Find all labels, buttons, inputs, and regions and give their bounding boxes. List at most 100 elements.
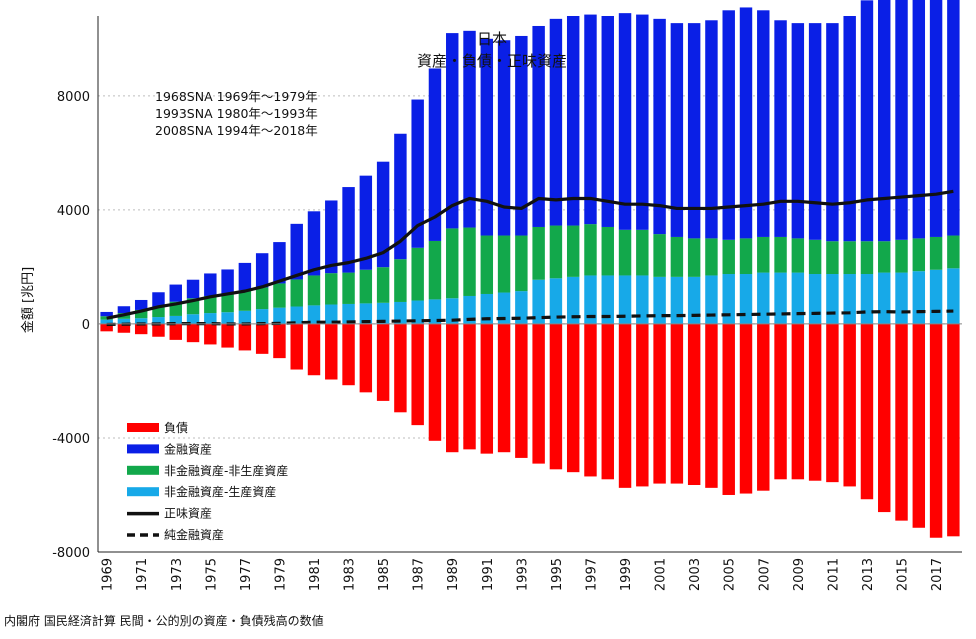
bar-非金融資産-生産資産-1993 [515, 291, 528, 324]
bar-非金融資産-生産資産-1994 [532, 279, 545, 324]
bar-非金融資産-生産資産-2009 [791, 272, 805, 324]
bar-金融資産-2002 [670, 23, 684, 237]
bar-非金融資産-生産資産-1980 [290, 306, 303, 324]
bar-非金融資産-生産資産-1998 [601, 275, 614, 324]
bar-負債-1982 [325, 323, 338, 380]
bar-非金融資産-非生産資産-2014 [878, 241, 891, 273]
x-tick-label: 2017 [930, 558, 945, 591]
bar-非金融資産-生産資産-2008 [774, 272, 787, 324]
bar-非金融資産-非生産資産-2012 [843, 241, 856, 275]
bar-金融資産-2015 [895, 0, 908, 240]
bar-金融資産-1970 [117, 306, 131, 314]
bar-負債-1995 [549, 323, 563, 470]
bar-非金融資産-非生産資産-1977 [238, 290, 252, 311]
x-tick-label: 2013 [861, 558, 876, 591]
bar-非金融資産-非生産資産-2018 [947, 235, 960, 269]
legend-label: 負債 [164, 420, 188, 435]
bar-負債-2010 [808, 323, 822, 481]
bar-金融資産-1993 [515, 35, 528, 236]
bar-非金融資産-生産資産-2010 [808, 274, 822, 324]
bar-金融資産-2000 [636, 14, 649, 230]
x-tick-label: 1981 [308, 558, 323, 591]
bar-負債-1972 [152, 323, 165, 337]
bar-負債-2014 [878, 323, 891, 513]
bar-金融資産-2012 [843, 16, 856, 242]
bar-負債-2018 [947, 323, 960, 537]
bar-金融資産-2013 [860, 0, 874, 242]
bar-非金融資産-非生産資産-1999 [618, 229, 632, 276]
bar-非金融資産-生産資産-1989 [446, 298, 459, 324]
bar-負債-1971 [134, 323, 148, 335]
bar-非金融資産-非生産資産-1986 [394, 259, 407, 302]
x-tick-label: 2011 [826, 558, 841, 591]
x-tick-label: 1983 [343, 558, 358, 591]
bar-負債-1980 [290, 323, 303, 370]
bar-非金融資産-非生産資産-2000 [636, 229, 649, 276]
bar-負債-2017 [929, 323, 943, 538]
bar-負債-1994 [532, 323, 545, 464]
bar-非金融資産-非生産資産-2002 [670, 236, 684, 277]
x-tick-label: 1995 [550, 558, 565, 591]
legend-label: 金融資産 [164, 441, 212, 456]
bar-金融資産-1973 [169, 284, 182, 302]
bar-負債-1969 [100, 323, 113, 332]
bar-非金融資産-非生産資産-1983 [342, 272, 355, 304]
bar-非金融資産-非生産資産-2009 [791, 238, 805, 273]
bar-非金融資産-生産資産-1988 [428, 299, 442, 324]
y-tick-label: 4000 [57, 204, 90, 219]
legend-swatch [127, 423, 159, 432]
bar-負債-1990 [463, 323, 476, 450]
bar-負債-1981 [307, 323, 321, 376]
x-tick-label: 1973 [170, 558, 185, 591]
bar-非金融資産-非生産資産-1982 [325, 273, 338, 305]
bar-金融資産-1977 [238, 262, 252, 291]
bar-金融資産-1994 [532, 25, 545, 227]
y-axis-label: 金額 [兆円] [20, 267, 36, 333]
bar-金融資産-1978 [255, 253, 269, 288]
source-note: 内閣府 国民経済計算 民間・公的別の資産・負債残高の数値 [4, 614, 324, 628]
bar-非金融資産-生産資産-1992 [497, 292, 511, 324]
bar-非金融資産-生産資産-2013 [860, 274, 874, 324]
bar-非金融資産-生産資産-1973 [169, 315, 182, 324]
bar-金融資産-2005 [722, 10, 735, 240]
bar-負債-1985 [376, 323, 390, 401]
bar-非金融資産-生産資産-1974 [186, 314, 200, 324]
legend-swatch [127, 444, 159, 454]
bar-非金融資産-非生産資産-2001 [653, 234, 666, 277]
bar-非金融資産-生産資産-2004 [705, 275, 718, 324]
bar-金融資産-2007 [757, 10, 770, 237]
bar-金融資産-2008 [774, 20, 787, 237]
bar-非金融資産-生産資産-1986 [394, 301, 407, 324]
bar-負債-1978 [255, 323, 269, 354]
bar-金融資産-2010 [808, 23, 822, 240]
bar-金融資産-1992 [497, 40, 511, 236]
bar-金融資産-2016 [912, 0, 926, 239]
bar-非金融資産-生産資産-1978 [255, 309, 269, 324]
bar-非金融資産-非生産資産-1988 [428, 240, 442, 300]
legend-swatch [127, 465, 159, 475]
x-tick-label: 2015 [896, 558, 911, 591]
bar-非金融資産-生産資産-2011 [826, 274, 839, 324]
x-tick-label: 1985 [377, 558, 392, 591]
bar-非金融資産-非生産資産-1975 [204, 295, 217, 314]
legend-label: 非金融資産-生産資産 [164, 484, 276, 499]
bar-非金融資産-非生産資産-1997 [584, 224, 597, 276]
bar-非金融資産-非生産資産-1998 [601, 226, 614, 276]
bar-負債-1986 [394, 323, 407, 413]
x-tick-label: 1999 [619, 558, 634, 591]
bar-非金融資産-生産資産-1985 [376, 302, 390, 324]
bar-非金融資産-生産資産-2017 [929, 269, 943, 324]
bar-非金融資産-非生産資産-1971 [134, 309, 148, 319]
bar-非金融資産-生産資産-1972 [152, 317, 165, 324]
x-tick-label: 1993 [515, 558, 530, 591]
bar-非金融資産-生産資産-2001 [653, 276, 666, 324]
bar-金融資産-1998 [601, 16, 614, 227]
bar-非金融資産-非生産資産-2006 [739, 238, 753, 275]
bar-非金融資産-非生産資産-1992 [497, 235, 511, 293]
bar-非金融資産-非生産資産-1980 [290, 279, 303, 307]
bar-金融資産-1985 [376, 161, 390, 268]
bar-金融資産-1971 [134, 299, 148, 310]
bar-非金融資産-生産資産-1987 [411, 300, 424, 324]
bar-金融資産-1991 [480, 38, 494, 236]
bar-非金融資産-生産資産-2007 [757, 272, 770, 324]
